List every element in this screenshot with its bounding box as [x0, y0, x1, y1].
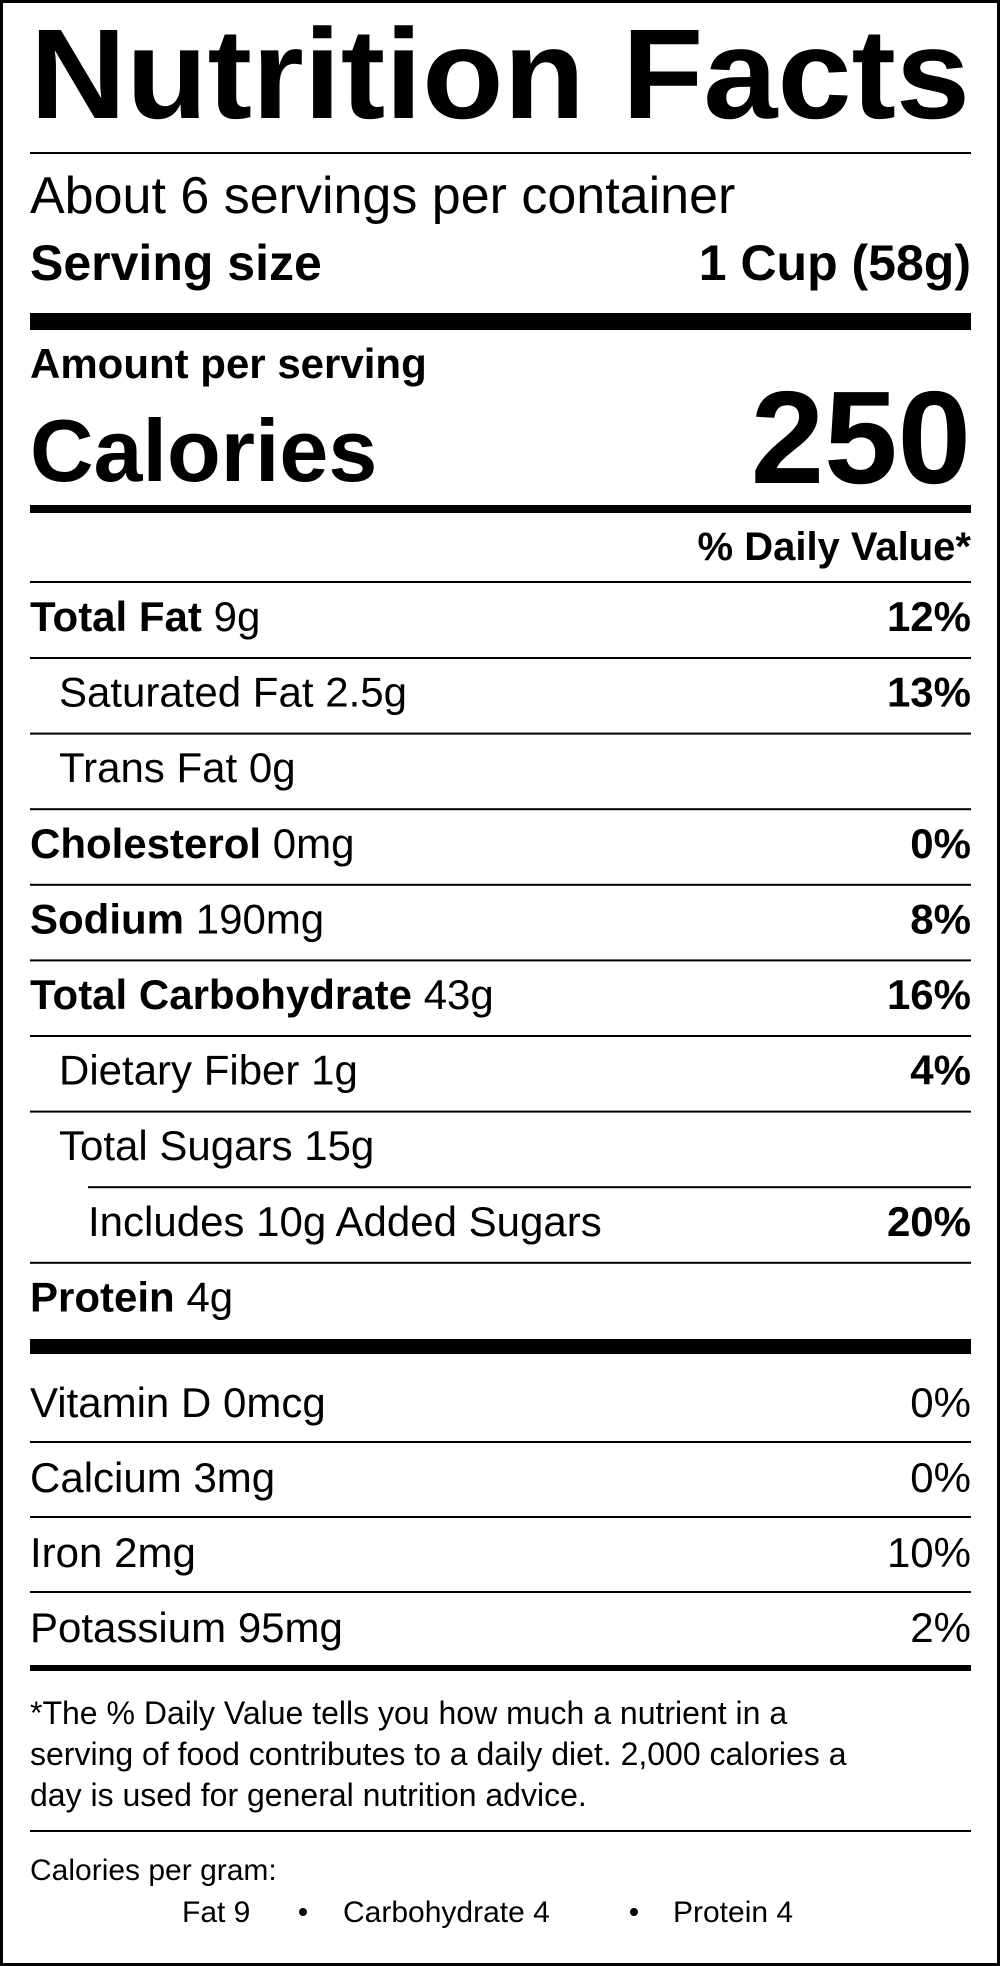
calories-label: Calories — [30, 401, 377, 500]
nutrient-name: Vitamin D 0mcg — [30, 1379, 326, 1426]
nutrient-amount: 95mg — [238, 1604, 343, 1651]
nutrient-name: Protein — [30, 1273, 175, 1320]
rule — [30, 732, 971, 735]
daily-value: 20% — [887, 1198, 971, 1245]
calories-per-gram-item: Protein 4 — [673, 1896, 793, 1929]
nutrient-amount: 0mcg — [223, 1379, 326, 1426]
rule — [30, 1035, 971, 1037]
nutrient-name: Trans Fat — [59, 744, 237, 791]
nutrient-name: Total Sugars 15g — [59, 1122, 374, 1169]
nutrient-name: Total Carbohydrate 43g — [30, 971, 494, 1018]
nutrient-name: Total Fat — [30, 593, 202, 640]
nutrient-name: Trans Fat 0g — [59, 744, 296, 791]
nutrient-name: Sodium 190mg — [30, 895, 324, 942]
daily-value: 4% — [910, 1047, 971, 1094]
nutrient-amount: 2mg — [114, 1529, 196, 1576]
vitamin-rows: Vitamin D 0mcg 0% Calcium 3mg 0% Iron 2mg 10% Pot… — [30, 1379, 971, 1651]
daily-value: 13% — [887, 669, 971, 716]
thick-rule — [30, 313, 971, 330]
calories-per-gram-item: Fat 9 — [182, 1896, 250, 1929]
daily-value: 0% — [910, 1379, 971, 1426]
nutrient-name: Total Sugars — [59, 1122, 292, 1169]
daily-value: 10% — [887, 1529, 971, 1576]
nutrient-name: Saturated Fat 2.5g — [59, 669, 407, 716]
medium-rule — [30, 1665, 971, 1671]
nutrient-name: Calcium 3mg — [30, 1454, 275, 1501]
thick-rule — [30, 1339, 971, 1354]
nutrient-name: Calcium — [30, 1454, 182, 1501]
nutrient-name: Cholesterol 0mg — [30, 820, 355, 867]
footnote-line: serving of food contributes to a daily d… — [30, 1736, 847, 1772]
footnote: *The % Daily Value tells you how much a … — [30, 1695, 847, 1813]
nutrient-amount: 9g — [214, 593, 261, 640]
nutrient-amount: 4g — [186, 1273, 233, 1320]
rule — [88, 1186, 971, 1189]
nutrient-amount: 3mg — [193, 1454, 275, 1501]
daily-value: 0% — [910, 820, 971, 867]
footnote-line: day is used for general nutrition advice… — [30, 1777, 587, 1813]
rule — [30, 1830, 971, 1832]
daily-value-header: % Daily Value* — [698, 525, 972, 569]
medium-rule — [30, 505, 971, 513]
nutrient-name: Total Carbohydrate — [30, 971, 412, 1018]
servings: About 6 servings per container — [30, 167, 735, 225]
nutrient-amount: 43g — [424, 971, 494, 1018]
rule — [30, 657, 971, 659]
rule — [30, 808, 971, 811]
calories-per-gram: Fat 9 Carbohydrate 4 Protein 4 — [182, 1896, 793, 1929]
rule — [30, 581, 971, 583]
calories-per-gram-item: Carbohydrate 4 — [343, 1896, 550, 1929]
daily-value: 12% — [887, 593, 971, 640]
rule — [30, 959, 971, 962]
daily-value: 0% — [910, 1454, 971, 1501]
calories-per-gram-label: Calories per gram: — [30, 1854, 277, 1887]
rule — [30, 1591, 971, 1593]
nutrient-name: Protein 4g — [30, 1273, 233, 1320]
rule — [30, 883, 971, 886]
daily-value: 8% — [910, 895, 971, 942]
title: Nutrition Facts — [30, 3, 970, 146]
bullet — [299, 1908, 307, 1916]
nutrient-amount: 190mg — [196, 895, 324, 942]
nutrient-name: Dietary Fiber 1g — [59, 1047, 358, 1094]
daily-value: 16% — [887, 971, 971, 1018]
nutrient-name: Saturated Fat — [59, 669, 314, 716]
nutrient-amount: 0g — [249, 744, 296, 791]
rule — [30, 152, 971, 154]
amount-per-serving: Amount per serving — [30, 340, 427, 387]
nutrient-amount: 15g — [304, 1122, 374, 1169]
nutrient-name: Potassium 95mg — [30, 1604, 343, 1651]
rule — [30, 1110, 971, 1113]
calories-value: 250 — [751, 364, 971, 511]
nutrient-name: Sodium — [30, 895, 184, 942]
serving-size-value: 1 Cup (58g) — [699, 235, 971, 291]
nutrient-name: Total Fat 9g — [30, 593, 260, 640]
daily-value: 2% — [910, 1604, 971, 1651]
nutrient-name: Includes 10g Added Sugars — [88, 1198, 602, 1245]
nutrient-amount: 0mg — [273, 820, 355, 867]
nutrient-name: Iron — [30, 1529, 102, 1576]
nutrient-name: Vitamin D — [30, 1379, 211, 1426]
nutrient-name: Dietary Fiber — [59, 1047, 299, 1094]
rule — [30, 1516, 971, 1518]
rule — [30, 1441, 971, 1443]
nutrient-name: Includes 10g Added Sugars — [88, 1198, 602, 1245]
serving-size-label: Serving size — [30, 235, 322, 291]
nutrient-amount: 1g — [311, 1047, 358, 1094]
bullet — [630, 1908, 638, 1916]
footnote-line: *The % Daily Value tells you how much a … — [30, 1695, 787, 1731]
nutrient-name: Cholesterol — [30, 820, 261, 867]
nutrient-rows: Total Fat 9g 12% Saturated Fat 2.5g 13% Trans … — [30, 593, 971, 1320]
nutrient-name: Iron 2mg — [30, 1529, 196, 1576]
rule — [30, 1261, 971, 1264]
nutrient-amount: 2.5g — [325, 669, 407, 716]
nutrient-name: Potassium — [30, 1604, 226, 1651]
